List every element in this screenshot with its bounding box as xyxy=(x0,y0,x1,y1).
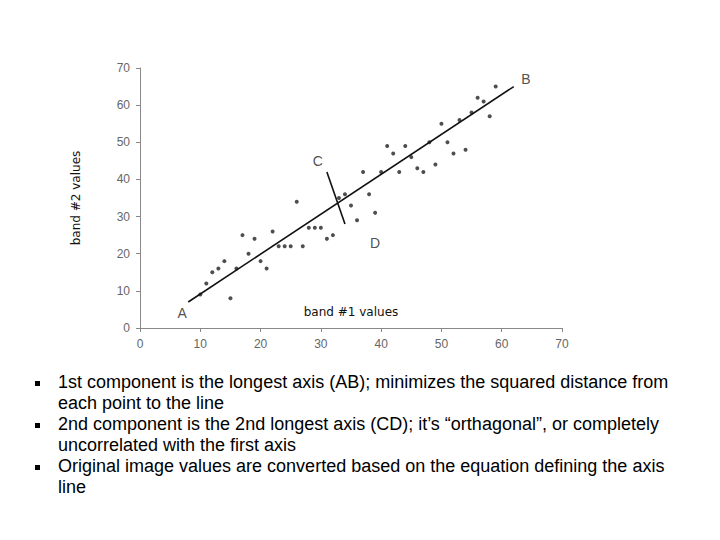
svg-text:B: B xyxy=(521,71,530,87)
svg-text:60: 60 xyxy=(495,337,509,351)
svg-text:30: 30 xyxy=(117,210,131,224)
html-text:1st component is the longest a: 1st component is the longest axis (AB); … xyxy=(58,372,669,413)
html-text:2nd component is the 2nd longe: 2nd component is the 2nd longest axis (C… xyxy=(58,414,659,455)
svg-text:10: 10 xyxy=(117,284,131,298)
svg-text:70: 70 xyxy=(117,61,131,75)
svg-text:A: A xyxy=(178,305,188,321)
svg-text:30: 30 xyxy=(314,337,328,351)
svg-text:0: 0 xyxy=(123,321,130,335)
svg-text:C: C xyxy=(313,153,323,169)
svg-text:60: 60 xyxy=(117,98,131,112)
svg-text:40: 40 xyxy=(374,337,388,351)
svg-text:band #1 values: band #1 values xyxy=(304,305,399,319)
svg-text:40: 40 xyxy=(117,172,131,186)
svg-text:0: 0 xyxy=(137,337,144,351)
svg-text:20: 20 xyxy=(254,337,268,351)
svg-text:50: 50 xyxy=(435,337,449,351)
svg-text:70: 70 xyxy=(555,337,569,351)
html-text:Original image values are conv: Original image values are converted base… xyxy=(58,456,665,497)
svg-text:band #2 values: band #2 values xyxy=(69,151,83,246)
svg-text:D: D xyxy=(370,235,380,251)
svg-text:10: 10 xyxy=(194,337,208,351)
svg-text:50: 50 xyxy=(117,135,131,149)
svg-text:20: 20 xyxy=(117,247,131,261)
